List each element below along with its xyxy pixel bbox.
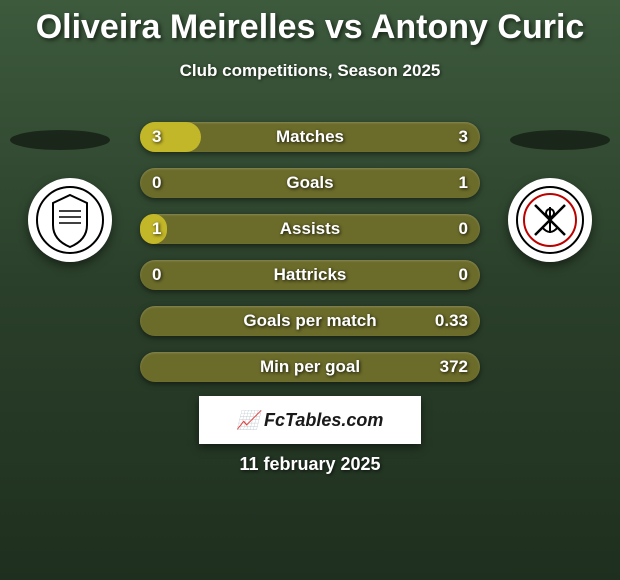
- bar-val-right: 0: [459, 219, 468, 239]
- bar-label: Hattricks: [274, 265, 347, 285]
- comparison-bars: 3 Matches 3 0 Goals 1 1 Assists 0 0 Hatt…: [140, 122, 480, 398]
- crest-left-icon: [35, 185, 105, 255]
- footer-date: 11 february 2025: [239, 454, 380, 475]
- team-crest-right: [508, 178, 592, 262]
- bar-label: Min per goal: [260, 357, 360, 377]
- bar-val-left: 0: [152, 173, 161, 193]
- page-subtitle: Club competitions, Season 2025: [0, 61, 620, 81]
- page-title: Oliveira Meirelles vs Antony Curic: [0, 0, 620, 47]
- bar-val-right: 0: [459, 265, 468, 285]
- bar-row-goals: 0 Goals 1: [140, 168, 480, 198]
- footer-brand-box: 📈 FcTables.com: [199, 396, 421, 444]
- team-crest-left: [28, 178, 112, 262]
- bar-row-min-per-goal: Min per goal 372: [140, 352, 480, 382]
- crest-right-icon: [515, 185, 585, 255]
- bar-fill-left: [140, 122, 201, 152]
- bar-row-assists: 1 Assists 0: [140, 214, 480, 244]
- shadow-left: [10, 130, 110, 150]
- bar-label: Goals per match: [243, 311, 376, 331]
- bar-row-matches: 3 Matches 3: [140, 122, 480, 152]
- bar-val-right: 1: [459, 173, 468, 193]
- bar-row-goals-per-match: Goals per match 0.33: [140, 306, 480, 336]
- bar-val-left: 0: [152, 265, 161, 285]
- bar-val-left: 3: [152, 127, 161, 147]
- bar-val-right: 3: [459, 127, 468, 147]
- bar-row-hattricks: 0 Hattricks 0: [140, 260, 480, 290]
- bar-label: Matches: [276, 127, 344, 147]
- footer-brand: 📈 FcTables.com: [237, 410, 384, 431]
- bar-label: Goals: [286, 173, 333, 193]
- bar-val-left: 1: [152, 219, 161, 239]
- bar-label: Assists: [280, 219, 340, 239]
- footer-brand-text: FcTables.com: [264, 410, 383, 430]
- bar-val-right: 372: [440, 357, 468, 377]
- shadow-right: [510, 130, 610, 150]
- bar-val-right: 0.33: [435, 311, 468, 331]
- chart-icon: 📈: [237, 410, 264, 430]
